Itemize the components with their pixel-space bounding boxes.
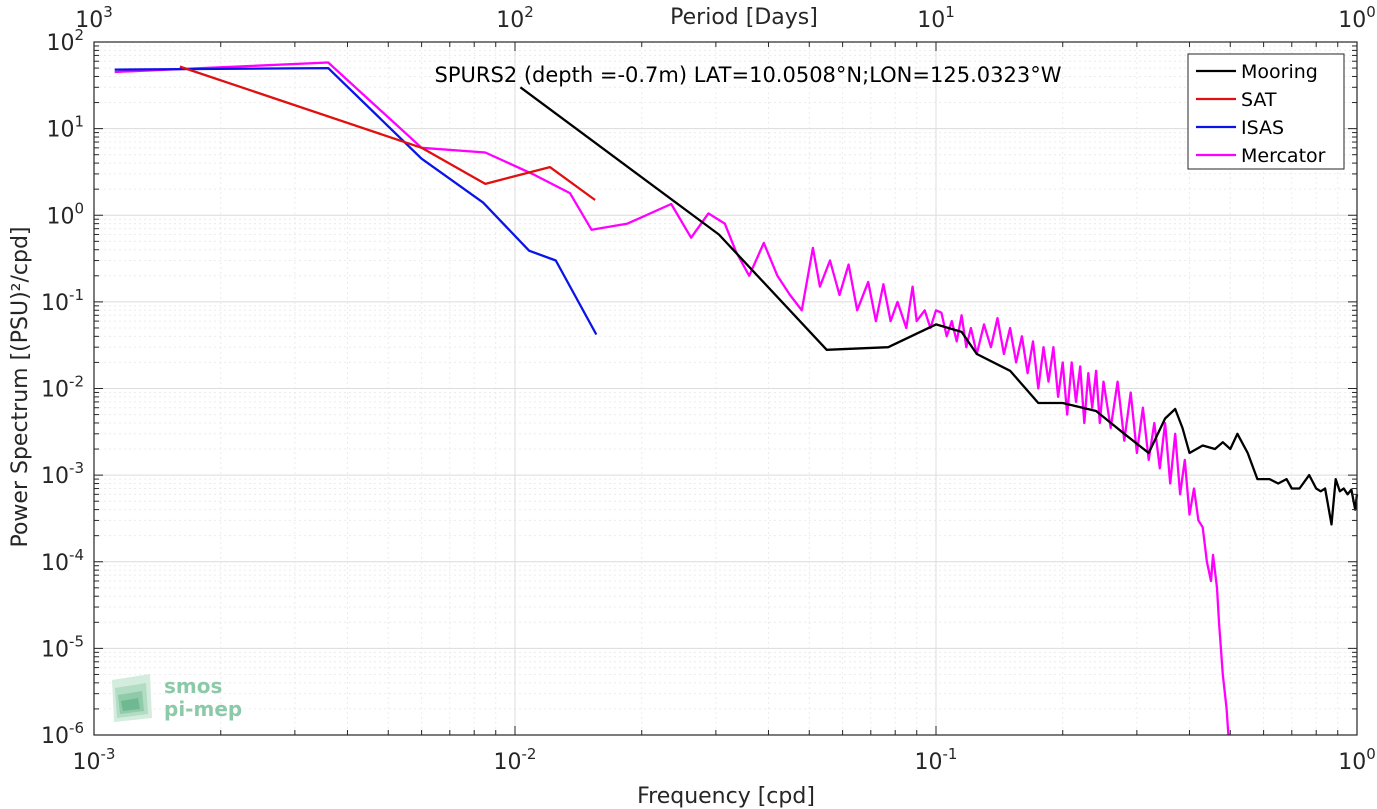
x-axis-label: Frequency [cpd] [637, 784, 815, 809]
smos-pi-mep-logo: smos pi-mep [112, 674, 242, 722]
grid-minor [94, 42, 1357, 735]
series-layer [114, 61, 1359, 736]
y-tick-label: 10-4 [41, 546, 84, 576]
legend: Mooring SAT ISAS Mercator [1187, 53, 1345, 170]
logo-line-1: smos [164, 674, 222, 698]
x-tick-label: 100 [1338, 745, 1376, 775]
chart-title: SPURS2 (depth =-0.7m) LAT=10.0508°N;LON=… [435, 63, 1062, 87]
logo-mark-icon [112, 674, 152, 722]
series-line-isas [114, 66, 598, 336]
legend-label-mercator: Mercator [1241, 145, 1326, 167]
y-tick-label: 102 [46, 26, 84, 56]
x-tick-label: 10-3 [73, 745, 116, 775]
top-tick-labels: 103 102 101 100 [75, 3, 1376, 33]
ticks-layer [93, 42, 1357, 736]
legend-box [1187, 53, 1345, 170]
top-tick-label: 101 [917, 3, 955, 33]
y-tick-label: 10-6 [41, 719, 84, 749]
logo-line-2: pi-mep [164, 697, 242, 721]
y-tick-label: 10-5 [41, 632, 84, 662]
y-tick-label: 100 [46, 199, 84, 229]
top-tick-label: 100 [1338, 3, 1376, 33]
y-tick-label: 101 [46, 113, 84, 143]
y-tick-label: 10-1 [41, 286, 84, 316]
series-line-mercator [114, 61, 1230, 736]
series-line-mooring [519, 86, 1359, 526]
legend-label-mooring: Mooring [1241, 61, 1318, 83]
series-line-sat [179, 65, 596, 201]
top-axis-label: Period [Days] [670, 5, 818, 30]
legend-label-isas: ISAS [1241, 117, 1284, 139]
top-tick-label: 103 [75, 3, 113, 33]
x-tick-label: 10-2 [494, 745, 537, 775]
y-tick-label: 10-2 [41, 373, 84, 403]
y-tick-label: 10-3 [41, 459, 84, 489]
legend-label-sat: SAT [1241, 89, 1277, 111]
x-tick-label: 10-1 [915, 745, 958, 775]
top-tick-label: 102 [496, 3, 534, 33]
y-tick-labels: 102 101 100 10-1 10-2 10-3 10-4 10-5 10-6 [41, 26, 84, 749]
x-tick-labels: 10-3 10-2 10-1 100 [73, 745, 1376, 775]
y-axis-label: Power Spectrum [(PSU)²/cpd] [8, 226, 33, 547]
